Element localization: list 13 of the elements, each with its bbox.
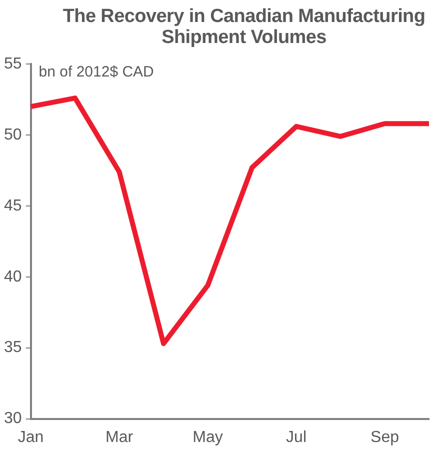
y-tick-label: 55: [4, 55, 22, 72]
x-tick-label: Jul: [286, 428, 306, 446]
x-tick-label: Sep: [370, 428, 400, 446]
y-tick-label: 30: [4, 410, 22, 428]
chart-title: The Recovery in Canadian Manufacturing Shipment Volumes: [62, 5, 426, 50]
y-axis-title: bn of 2012$ CAD: [38, 64, 154, 81]
y-tick-label: 40: [4, 268, 22, 286]
y-tick-label: 35: [4, 339, 22, 356]
y-tick-label: 45: [4, 197, 22, 214]
x-tick-label: May: [192, 428, 223, 446]
y-tick-label: 50: [4, 126, 22, 144]
x-tick-label: Mar: [106, 428, 134, 446]
x-tick-label: Jan: [18, 428, 44, 446]
